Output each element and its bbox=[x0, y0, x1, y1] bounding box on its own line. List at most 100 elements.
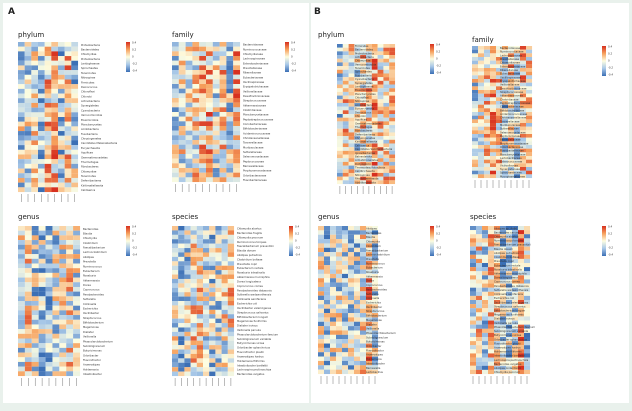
heatmap-cell bbox=[494, 345, 501, 350]
heatmap-cell bbox=[488, 337, 495, 342]
heatmap-cell bbox=[484, 53, 491, 58]
heatmap-cell bbox=[524, 308, 531, 313]
heatmap-cell bbox=[318, 313, 325, 318]
heatmap-cell bbox=[31, 173, 39, 178]
heatmap-cell bbox=[215, 358, 222, 363]
heatmap-cell bbox=[508, 79, 515, 83]
heatmap-cell bbox=[66, 296, 74, 302]
row-label: Odoribacter splanchnicus bbox=[237, 346, 271, 350]
row-label: Flavonifractor bbox=[83, 358, 102, 362]
heatmap-cell bbox=[512, 226, 519, 231]
heatmap-cell bbox=[324, 360, 331, 366]
heatmap-cell bbox=[66, 305, 74, 311]
heatmap-cell bbox=[500, 304, 507, 309]
row-label: Peptococcaceae bbox=[500, 134, 521, 138]
heatmap-cell bbox=[488, 332, 495, 338]
heatmap-cell bbox=[512, 353, 519, 358]
heatmap-cell bbox=[52, 301, 60, 306]
heatmap-cell bbox=[520, 71, 527, 76]
heatmap-cell bbox=[354, 317, 361, 322]
heatmap-cell bbox=[372, 317, 379, 322]
heatmap-cell bbox=[476, 238, 483, 243]
heatmap-cell bbox=[52, 263, 60, 269]
heatmap-cell bbox=[330, 360, 337, 366]
heatmap-cell bbox=[488, 320, 495, 325]
heatmap-cell bbox=[38, 173, 45, 178]
heatmap-cell bbox=[470, 337, 477, 342]
heatmap-cell bbox=[484, 90, 491, 94]
heatmap-cell bbox=[518, 312, 525, 317]
heatmap-cell bbox=[348, 147, 355, 151]
heatmap-cell bbox=[377, 154, 384, 159]
heatmap-cell bbox=[520, 86, 527, 91]
heatmap-cell bbox=[233, 98, 241, 103]
heatmap-cell bbox=[524, 324, 531, 329]
heatmap-cell bbox=[484, 79, 491, 83]
row-label: Bacteroides caccae bbox=[494, 230, 520, 234]
heatmap-cell bbox=[372, 330, 379, 335]
heatmap-cell bbox=[203, 252, 210, 257]
heatmap-cell bbox=[342, 47, 349, 52]
heatmap-cell bbox=[44, 42, 52, 47]
heatmap-cell bbox=[354, 69, 361, 74]
row-label: Coprococcus bbox=[83, 288, 100, 292]
heatmap-cell bbox=[185, 46, 193, 52]
heatmap-cell bbox=[520, 126, 527, 131]
heatmap-cell bbox=[318, 343, 325, 348]
row-label: Bifidobacterium bbox=[83, 321, 104, 325]
heatmap-cell bbox=[64, 84, 72, 89]
row-label: Odoribacteraceae bbox=[500, 145, 524, 149]
heatmap-cell bbox=[354, 278, 361, 283]
heatmap-cell bbox=[31, 319, 39, 325]
heatmap-cell bbox=[199, 158, 207, 164]
heatmap-cell bbox=[494, 258, 501, 264]
heatmap-cell bbox=[360, 117, 367, 122]
heatmap-cell bbox=[31, 70, 39, 75]
heatmap-cell bbox=[172, 158, 179, 164]
heatmap-cell bbox=[196, 296, 204, 302]
heatmap-cell bbox=[484, 174, 491, 179]
heatmap-cell bbox=[478, 57, 485, 61]
heatmap-cell bbox=[31, 182, 39, 188]
heatmap-cell bbox=[58, 159, 65, 164]
row-label: Lentisphaerae bbox=[355, 84, 374, 88]
heatmap-cell bbox=[52, 286, 60, 292]
heatmap-cell bbox=[227, 327, 235, 332]
heatmap-cell bbox=[190, 305, 197, 310]
heatmap-cell bbox=[502, 49, 509, 54]
heatmap-cell bbox=[476, 271, 483, 276]
heatmap-cell bbox=[506, 295, 513, 301]
heatmap-cell bbox=[18, 117, 25, 122]
heatmap-cell bbox=[330, 321, 337, 327]
row-label: Ignavibacteriae bbox=[355, 151, 376, 155]
heatmap-cell bbox=[482, 291, 489, 296]
heatmap-cell bbox=[476, 275, 483, 280]
heatmap-cell bbox=[478, 152, 485, 157]
heatmap-cell bbox=[330, 282, 337, 287]
colorbar-tick: 0 bbox=[291, 55, 293, 59]
row-label: Armatimonadetes bbox=[355, 158, 379, 162]
heatmap-cell bbox=[192, 140, 200, 145]
heatmap-cell bbox=[31, 140, 39, 146]
heatmap-cell bbox=[59, 291, 67, 297]
heatmap-cell bbox=[348, 136, 355, 140]
heatmap-cell bbox=[24, 42, 32, 47]
heatmap-cell bbox=[366, 239, 373, 244]
row-label: Chlamydia pecorum bbox=[237, 235, 264, 239]
heatmap-cell bbox=[342, 321, 349, 327]
heatmap-cell bbox=[482, 349, 489, 354]
heatmap-cell bbox=[520, 152, 527, 157]
heatmap-cell bbox=[24, 244, 32, 250]
heatmap-cell bbox=[51, 70, 59, 75]
row-label: Flavobacteriaceae bbox=[500, 149, 524, 153]
heatmap-cell bbox=[377, 121, 384, 126]
heatmap-cell bbox=[383, 95, 390, 100]
row-label: Caldiserica bbox=[355, 143, 370, 147]
heatmap-cell bbox=[508, 174, 515, 179]
heatmap-cell bbox=[383, 62, 390, 67]
heatmap-cell bbox=[31, 159, 39, 164]
heatmap-cell bbox=[38, 74, 45, 80]
heatmap-cell bbox=[496, 167, 503, 171]
heatmap-cell bbox=[354, 300, 361, 305]
heatmap-cell bbox=[45, 361, 53, 367]
